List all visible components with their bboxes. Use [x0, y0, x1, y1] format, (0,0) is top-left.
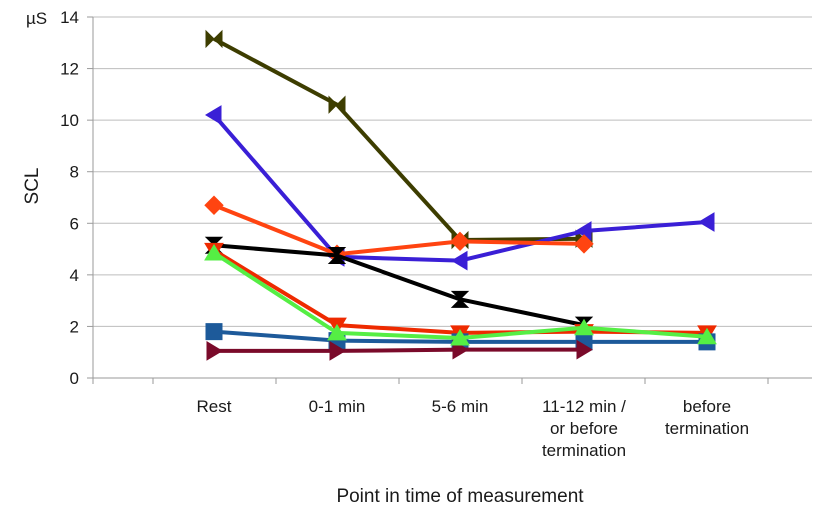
series-line	[213, 37, 585, 243]
series-2	[204, 195, 594, 264]
data-point	[327, 323, 347, 341]
series-6	[206, 339, 593, 361]
x-tick-label-line: termination	[542, 441, 626, 460]
x-tick-label: 0-1 min	[309, 397, 366, 416]
data-point	[329, 341, 346, 361]
y-tick-label: 0	[70, 369, 79, 388]
x-tick-label-line: 11-12 min /	[542, 397, 626, 416]
y-tick-label: 14	[60, 8, 79, 27]
x-tick-labels: Rest 0-1 min 5-6 min 11-12 min / or before te…	[197, 397, 750, 460]
data-point	[450, 290, 470, 308]
data-point	[328, 95, 346, 114]
x-tick-label: Rest	[197, 397, 232, 416]
data-point	[574, 234, 594, 254]
x-tick-label: before termination	[665, 397, 749, 438]
y-tick-label: 2	[70, 317, 79, 336]
y-tick-label: 8	[70, 163, 79, 182]
data-point	[204, 195, 224, 215]
data-point	[205, 29, 223, 49]
data-point	[205, 105, 222, 125]
gridlines	[93, 16, 812, 327]
data-point	[204, 243, 224, 261]
data-point	[451, 250, 468, 271]
series-group	[204, 29, 717, 361]
series-line	[213, 243, 585, 328]
data-point	[576, 339, 593, 360]
y-tick-label: 6	[70, 214, 79, 233]
y-tick-label: 4	[70, 266, 79, 285]
x-tick-label-line: Rest	[197, 397, 232, 416]
x-axis-title: Point in time of measurement	[336, 486, 584, 507]
x-tick-label-line: 0-1 min	[309, 397, 366, 416]
y-axis-title: SCL	[22, 168, 43, 205]
series-7	[204, 243, 717, 346]
y-tick-label: 10	[60, 111, 79, 130]
data-point	[450, 329, 470, 346]
axes	[87, 16, 812, 384]
data-point	[450, 231, 470, 252]
unit-label: µS	[26, 9, 47, 28]
data-point	[697, 327, 717, 345]
data-point	[206, 341, 223, 361]
y-tick-label: 12	[60, 60, 79, 79]
x-tick-label-line: or before	[550, 419, 618, 438]
data-point	[698, 212, 715, 232]
x-tick-label-line: before	[683, 397, 731, 416]
series-line	[213, 203, 585, 257]
x-tick-label-line: termination	[665, 419, 749, 438]
x-tick-label-line: 5-6 min	[432, 397, 489, 416]
series-line	[214, 347, 584, 353]
data-point	[327, 247, 347, 265]
series-0	[205, 29, 593, 250]
data-point	[205, 323, 223, 341]
x-tick-label: 11-12 min / or before termination	[542, 397, 626, 460]
data-point	[574, 318, 594, 336]
x-tick-label: 5-6 min	[432, 397, 489, 416]
y-tick-labels: 0 2 4 6 8 10 12 14	[60, 8, 79, 388]
